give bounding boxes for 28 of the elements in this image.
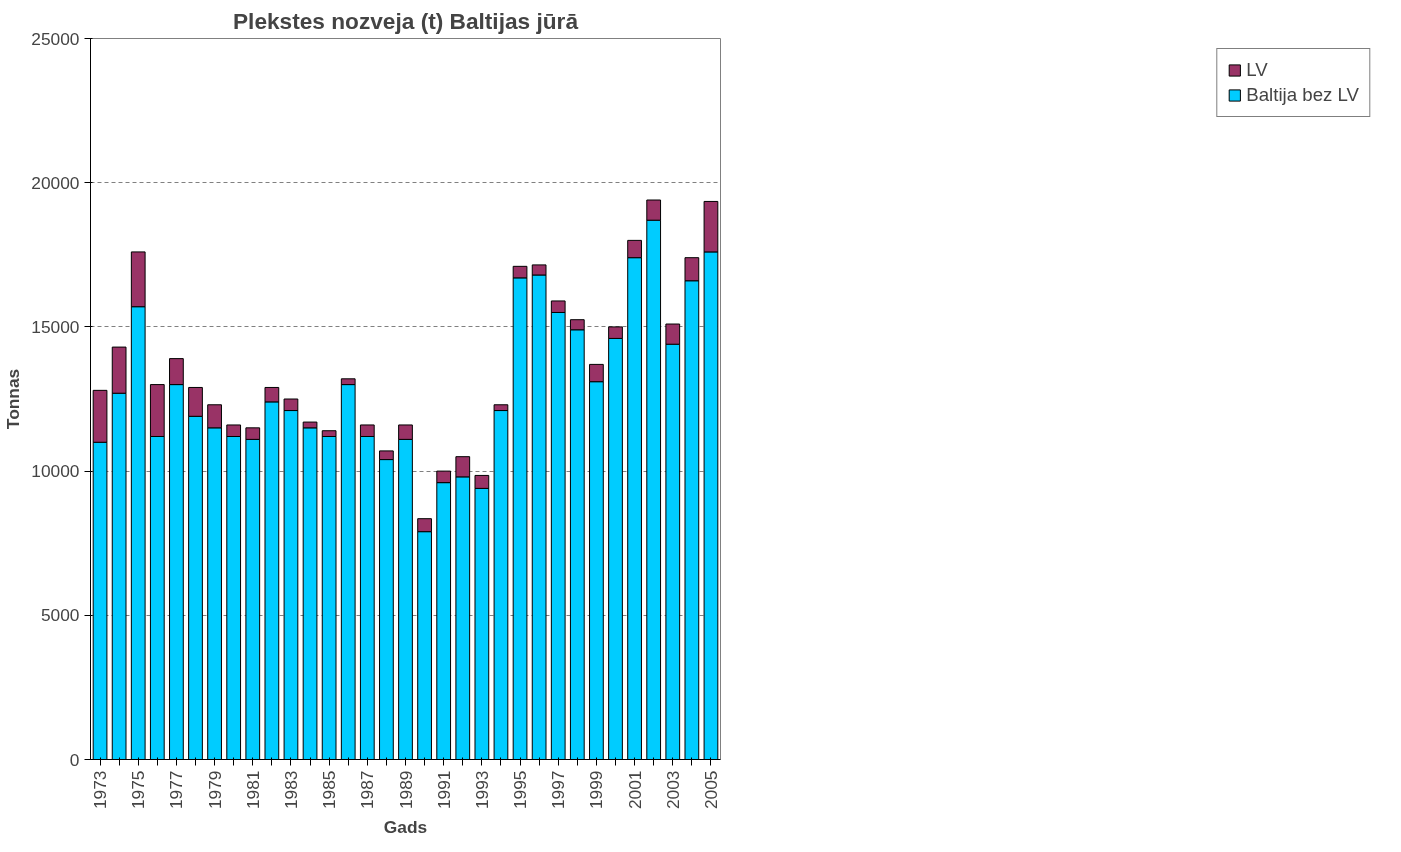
x-tick-label: 1991	[433, 770, 454, 810]
legend-label: LV	[1246, 59, 1268, 81]
y-axis-title: Tonnas	[3, 368, 24, 430]
y-tick-label: 25000	[31, 28, 80, 49]
x-tick-label: 1983	[280, 770, 301, 810]
x-tick-label: 1981	[242, 770, 263, 810]
x-tick-label: 2003	[662, 770, 683, 810]
x-axis-title: Gads	[383, 817, 428, 838]
x-tick-label: 1999	[586, 770, 607, 810]
legend-label: Baltija bez LV	[1246, 84, 1359, 106]
y-tick-label: 5000	[40, 605, 80, 626]
x-tick-label: 1995	[510, 770, 531, 810]
y-tick-label: 0	[69, 749, 80, 770]
x-tick-label: 1985	[319, 770, 340, 810]
x-tick-label: 1989	[395, 770, 416, 810]
x-tick-label: 1987	[357, 770, 378, 810]
y-tick-label: 10000	[31, 461, 80, 482]
x-tick-label: 2001	[624, 770, 645, 810]
x-tick-label: 1973	[90, 770, 111, 810]
y-tick-label: 15000	[31, 316, 80, 337]
x-tick-label: 1979	[204, 770, 225, 810]
x-tick-label: 1993	[471, 770, 492, 810]
x-tick-label: 1997	[548, 770, 569, 810]
x-tick-label: 1975	[128, 770, 149, 810]
y-tick-label: 20000	[31, 172, 80, 193]
x-tick-label: 1977	[166, 770, 187, 810]
chart-title: Plekstes nozveja (t) Baltijas jūrā	[232, 7, 579, 34]
x-tick-label: 2005	[700, 770, 721, 810]
